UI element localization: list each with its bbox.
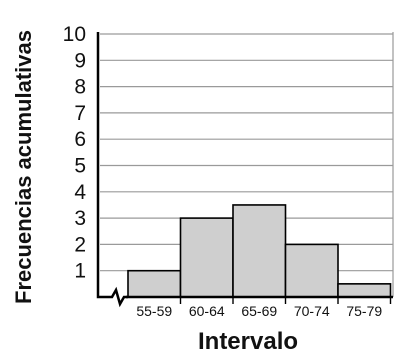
y-tick-label-3: 3 xyxy=(74,207,86,230)
y-axis-title: Frecuencias acumulativas xyxy=(11,30,36,304)
y-tick-label-4: 4 xyxy=(74,181,86,204)
x-tick-label-65-69: 65-69 xyxy=(241,303,277,319)
y-tick-label-7: 7 xyxy=(74,102,86,125)
y-tick-label-10: 10 xyxy=(63,23,86,46)
bar-55-59 xyxy=(127,269,182,298)
y-tick-label-9: 9 xyxy=(74,49,86,72)
x-tick-label-75-79: 75-79 xyxy=(346,303,382,319)
bar-65-69 xyxy=(232,204,287,298)
bar-70-74 xyxy=(284,243,339,298)
x-tick-label-55-59: 55-59 xyxy=(136,303,172,319)
y-tick-label-8: 8 xyxy=(74,76,86,99)
axes-group xyxy=(96,32,393,308)
bar-60-64 xyxy=(179,217,234,298)
y-tick-label-6: 6 xyxy=(74,128,86,151)
y-tick-label-2: 2 xyxy=(74,233,86,256)
axis-break-mark xyxy=(96,286,128,308)
bars-group xyxy=(127,204,392,298)
x-axis-title: Intervalo xyxy=(198,328,298,355)
x-tick-labels: 55-59 60-64 65-69 70-74 75-79 xyxy=(136,297,392,319)
y-tick-label-1: 1 xyxy=(74,260,86,283)
bar-75-79 xyxy=(337,283,392,298)
y-tick-labels: 1 2 3 4 5 6 7 8 9 10 xyxy=(63,23,87,283)
grid-lines xyxy=(100,32,394,297)
x-tick-label-60-64: 60-64 xyxy=(189,303,225,319)
x-tick-label-70-74: 70-74 xyxy=(294,303,330,319)
y-tick-label-5: 5 xyxy=(74,155,86,178)
